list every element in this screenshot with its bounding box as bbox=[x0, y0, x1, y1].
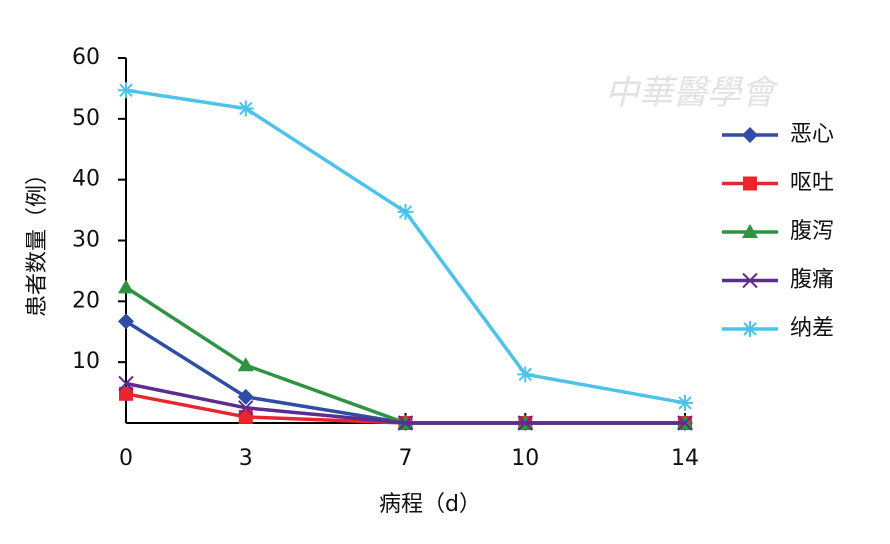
x-axis-label: 病程（d） bbox=[379, 492, 481, 517]
marker bbox=[238, 400, 254, 416]
marker bbox=[742, 224, 758, 238]
marker bbox=[397, 203, 414, 220]
legend-label: 恶心 bbox=[790, 122, 834, 147]
series-line bbox=[125, 285, 685, 425]
series-line bbox=[125, 319, 685, 425]
y-tick-label: 60 bbox=[72, 45, 100, 70]
marker bbox=[237, 357, 254, 372]
marker bbox=[118, 375, 134, 392]
marker bbox=[517, 415, 533, 431]
marker bbox=[238, 409, 253, 424]
legend-label: 纳差 bbox=[790, 316, 834, 341]
y-tick-label: 40 bbox=[72, 167, 100, 192]
marker bbox=[677, 394, 693, 411]
y-tick-label: 50 bbox=[72, 106, 100, 131]
x-tick-label: 0 bbox=[119, 446, 133, 471]
x-tick-label: 3 bbox=[239, 446, 253, 471]
legend-label: 腹痛 bbox=[790, 268, 834, 293]
series-line bbox=[125, 88, 686, 405]
marker bbox=[118, 313, 134, 330]
marker bbox=[742, 127, 758, 143]
y-tick-label: 20 bbox=[72, 288, 100, 313]
y-tick-label: 10 bbox=[72, 349, 100, 374]
legend-label: 腹泻 bbox=[790, 219, 834, 244]
marker bbox=[517, 366, 534, 383]
legend-label: 呕吐 bbox=[790, 171, 834, 196]
marker bbox=[118, 82, 134, 99]
marker bbox=[118, 279, 134, 294]
marker bbox=[237, 100, 254, 117]
marker bbox=[743, 176, 757, 191]
y-tick-label: 30 bbox=[72, 228, 100, 253]
y-axis-label: 患者数量（例） bbox=[25, 163, 50, 317]
watermark: 中華醫學會 bbox=[605, 73, 780, 113]
marker bbox=[742, 272, 758, 289]
x-tick-label: 7 bbox=[399, 446, 413, 471]
marker bbox=[119, 386, 133, 401]
x-tick-label: 10 bbox=[511, 446, 539, 471]
marker bbox=[742, 321, 758, 337]
marker bbox=[237, 388, 254, 405]
x-tick-label: 14 bbox=[671, 446, 699, 471]
marker bbox=[397, 415, 414, 431]
marker bbox=[677, 415, 693, 431]
